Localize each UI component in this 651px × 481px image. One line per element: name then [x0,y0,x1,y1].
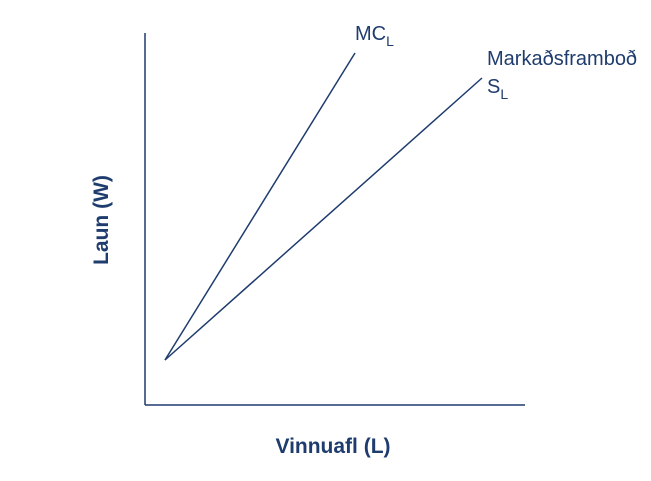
mc-subscript: L [386,33,394,49]
y-axis-title: Laun (W) [90,175,113,265]
mc-symbol: MC [355,23,386,45]
supply-label: SL [487,76,508,102]
mc-curve [164,52,356,361]
supply-curve [164,77,483,361]
x-axis-title: Vinnuafl (L) [275,435,390,458]
supply-subscript: L [500,86,508,102]
mc-label: MCL [355,23,394,49]
supply-name: Markaðsframboð [487,48,637,70]
supply-symbol: S [487,76,500,98]
